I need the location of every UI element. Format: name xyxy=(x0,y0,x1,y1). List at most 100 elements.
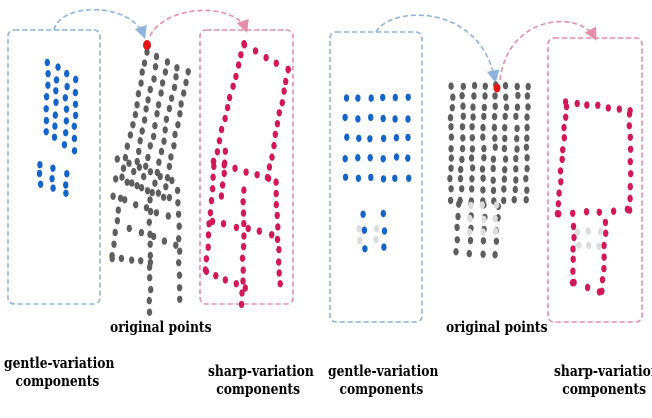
original-point xyxy=(114,155,121,163)
sharp-point xyxy=(627,194,633,203)
original-point xyxy=(177,295,183,303)
gentle-point xyxy=(405,93,411,102)
original-point xyxy=(160,193,167,201)
sharp-point xyxy=(279,99,285,107)
left-sharp-line2: components xyxy=(216,380,301,398)
gentle-point xyxy=(380,175,387,183)
original-point xyxy=(152,122,158,130)
sharp-point xyxy=(233,72,239,81)
original-point xyxy=(502,112,508,121)
original-point xyxy=(152,62,159,71)
sharp-point xyxy=(230,82,236,91)
sharp-point xyxy=(265,174,272,182)
original-point xyxy=(129,179,135,187)
gentle-point xyxy=(63,69,70,78)
original-point xyxy=(459,185,465,193)
sharp-point xyxy=(281,87,287,95)
gentle-point xyxy=(43,116,50,125)
original-point xyxy=(119,173,125,181)
original-point xyxy=(114,217,121,225)
original-point xyxy=(454,223,460,232)
sharp-point xyxy=(627,133,633,141)
original-point xyxy=(185,68,191,76)
sharp-point xyxy=(221,169,227,178)
original-point xyxy=(176,235,182,243)
original-point xyxy=(166,193,173,202)
sharp-point xyxy=(584,283,591,292)
original-point xyxy=(146,218,152,226)
original-point xyxy=(147,85,153,94)
original-point xyxy=(156,158,162,166)
original-point xyxy=(126,224,132,233)
original-point xyxy=(147,142,153,150)
original-point xyxy=(514,145,520,153)
right-gentle-line1: gentle-variation xyxy=(328,362,439,380)
original-point xyxy=(112,228,118,237)
right-sharp-line2: components xyxy=(562,380,647,398)
sharp-point xyxy=(271,141,277,150)
sharp-ghost-point xyxy=(585,241,592,250)
original-point xyxy=(136,147,142,156)
original-point xyxy=(513,176,519,184)
gentle-point xyxy=(50,164,56,172)
original-point xyxy=(177,110,183,118)
original-point xyxy=(450,93,456,101)
original-point xyxy=(481,103,487,112)
sharp-point xyxy=(241,232,247,240)
right-sharp-label: sharp-variation components xyxy=(554,362,652,398)
original-point xyxy=(164,58,171,66)
gentle-point xyxy=(51,133,58,141)
gentle-point xyxy=(71,134,78,143)
sharp-point xyxy=(218,192,225,200)
sharp-point xyxy=(269,153,275,161)
sharp-point xyxy=(558,178,564,186)
original-point xyxy=(501,144,508,153)
original-point xyxy=(460,112,466,121)
original-point xyxy=(183,78,189,87)
gentle-point xyxy=(45,70,51,78)
original-point xyxy=(122,153,129,162)
sharp-point xyxy=(209,217,216,226)
sharp-point xyxy=(235,61,242,69)
original-point xyxy=(131,167,137,176)
gentle-point xyxy=(381,243,387,251)
gentle-point xyxy=(342,173,349,181)
gentle-point xyxy=(360,210,366,218)
original-point xyxy=(143,105,149,113)
original-point xyxy=(147,196,153,204)
original-ghost-point xyxy=(479,201,485,209)
original-point xyxy=(122,196,128,204)
sharp-point xyxy=(277,280,283,288)
sharp-point xyxy=(238,300,245,309)
left-sharp-label: sharp-variation components xyxy=(208,362,314,398)
gentle-point xyxy=(53,98,59,107)
original-point xyxy=(524,134,530,142)
gentle-point xyxy=(44,58,50,67)
sharp-point xyxy=(626,110,633,118)
original-point xyxy=(126,159,132,167)
sharp-point xyxy=(210,173,216,181)
sharp-point xyxy=(285,66,291,74)
gentle-point xyxy=(368,173,374,182)
original-point xyxy=(448,164,454,172)
original-point xyxy=(137,137,143,145)
original-point xyxy=(448,123,454,131)
original-point xyxy=(524,164,530,173)
original-point xyxy=(174,64,180,72)
sharp-ghost-point xyxy=(576,241,582,249)
original-point xyxy=(469,164,476,172)
gentle-point xyxy=(64,170,70,178)
original-point xyxy=(171,83,178,92)
original-point xyxy=(460,134,466,142)
original-point xyxy=(480,237,487,245)
sharp-point xyxy=(626,122,632,130)
left-sharp-arrow xyxy=(149,9,249,37)
original-point xyxy=(147,251,153,260)
original-point xyxy=(524,186,530,194)
original-point xyxy=(138,184,145,192)
original-point xyxy=(481,112,487,121)
gentle-point xyxy=(37,161,43,169)
original-point xyxy=(129,256,135,264)
original-point xyxy=(173,73,179,81)
original-point xyxy=(471,81,478,90)
